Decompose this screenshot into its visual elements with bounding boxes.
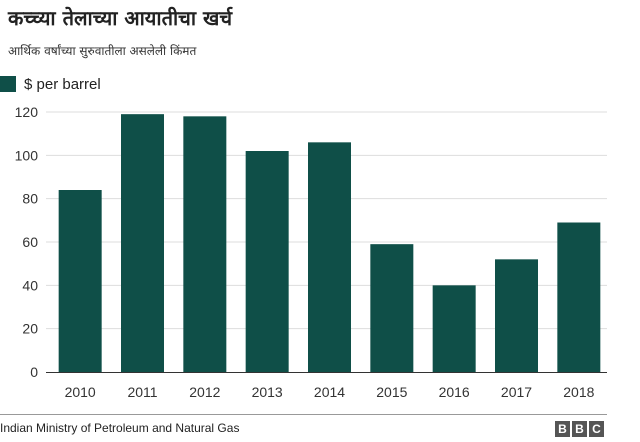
bbc-logo-letter: B (555, 421, 570, 437)
x-tick-label: 2010 (65, 384, 96, 400)
footer-divider (0, 414, 607, 415)
x-axis-tick-labels: 2010 2011 2012 2013 2014 2015 2016 2017 2018 (65, 384, 595, 400)
bar-2017 (495, 259, 538, 372)
bar-2012 (183, 116, 227, 372)
legend-swatch (0, 76, 16, 92)
bar-2013 (245, 151, 289, 372)
x-tick-label: 2011 (127, 384, 157, 400)
y-tick-label: 40 (22, 277, 38, 293)
bar-2014 (308, 142, 351, 372)
x-tick-label: 2012 (189, 384, 220, 400)
bar-2010 (58, 190, 102, 372)
x-tick-label: 2013 (252, 384, 283, 400)
y-tick-label: 100 (15, 147, 39, 163)
y-tick-label: 0 (30, 364, 38, 380)
chart-subtitle: आर्थिक वर्षांच्या सुरुवातीला असलेली किंम… (8, 44, 197, 58)
source-note: Indian Ministry of Petroleum and Natural… (0, 421, 240, 435)
chart-title: कच्च्या तेलाच्या आयातीचा खर्च (8, 6, 233, 30)
y-tick-label: 20 (22, 321, 38, 337)
x-tick-label: 2014 (314, 384, 345, 400)
x-tick-label: 2015 (376, 384, 407, 400)
y-tick-label: 80 (22, 191, 38, 207)
bbc-logo: B B C (555, 421, 604, 437)
bar-2018 (557, 222, 601, 372)
x-tick-label: 2017 (501, 384, 532, 400)
legend: $ per barrel (0, 75, 101, 93)
bar-2015 (370, 244, 414, 372)
x-tick-label: 2018 (563, 384, 594, 400)
y-tick-label: 120 (15, 104, 39, 120)
y-axis-tick-labels: 0 20 40 60 80 100 120 (15, 104, 39, 380)
bbc-logo-letter: B (572, 421, 587, 437)
bars (58, 114, 601, 373)
bar-2011 (121, 114, 164, 373)
y-tick-label: 60 (22, 234, 38, 250)
bar-2016 (432, 285, 476, 372)
bbc-logo-letter: C (589, 421, 604, 437)
legend-label: $ per barrel (24, 75, 101, 93)
x-tick-label: 2016 (439, 384, 470, 400)
